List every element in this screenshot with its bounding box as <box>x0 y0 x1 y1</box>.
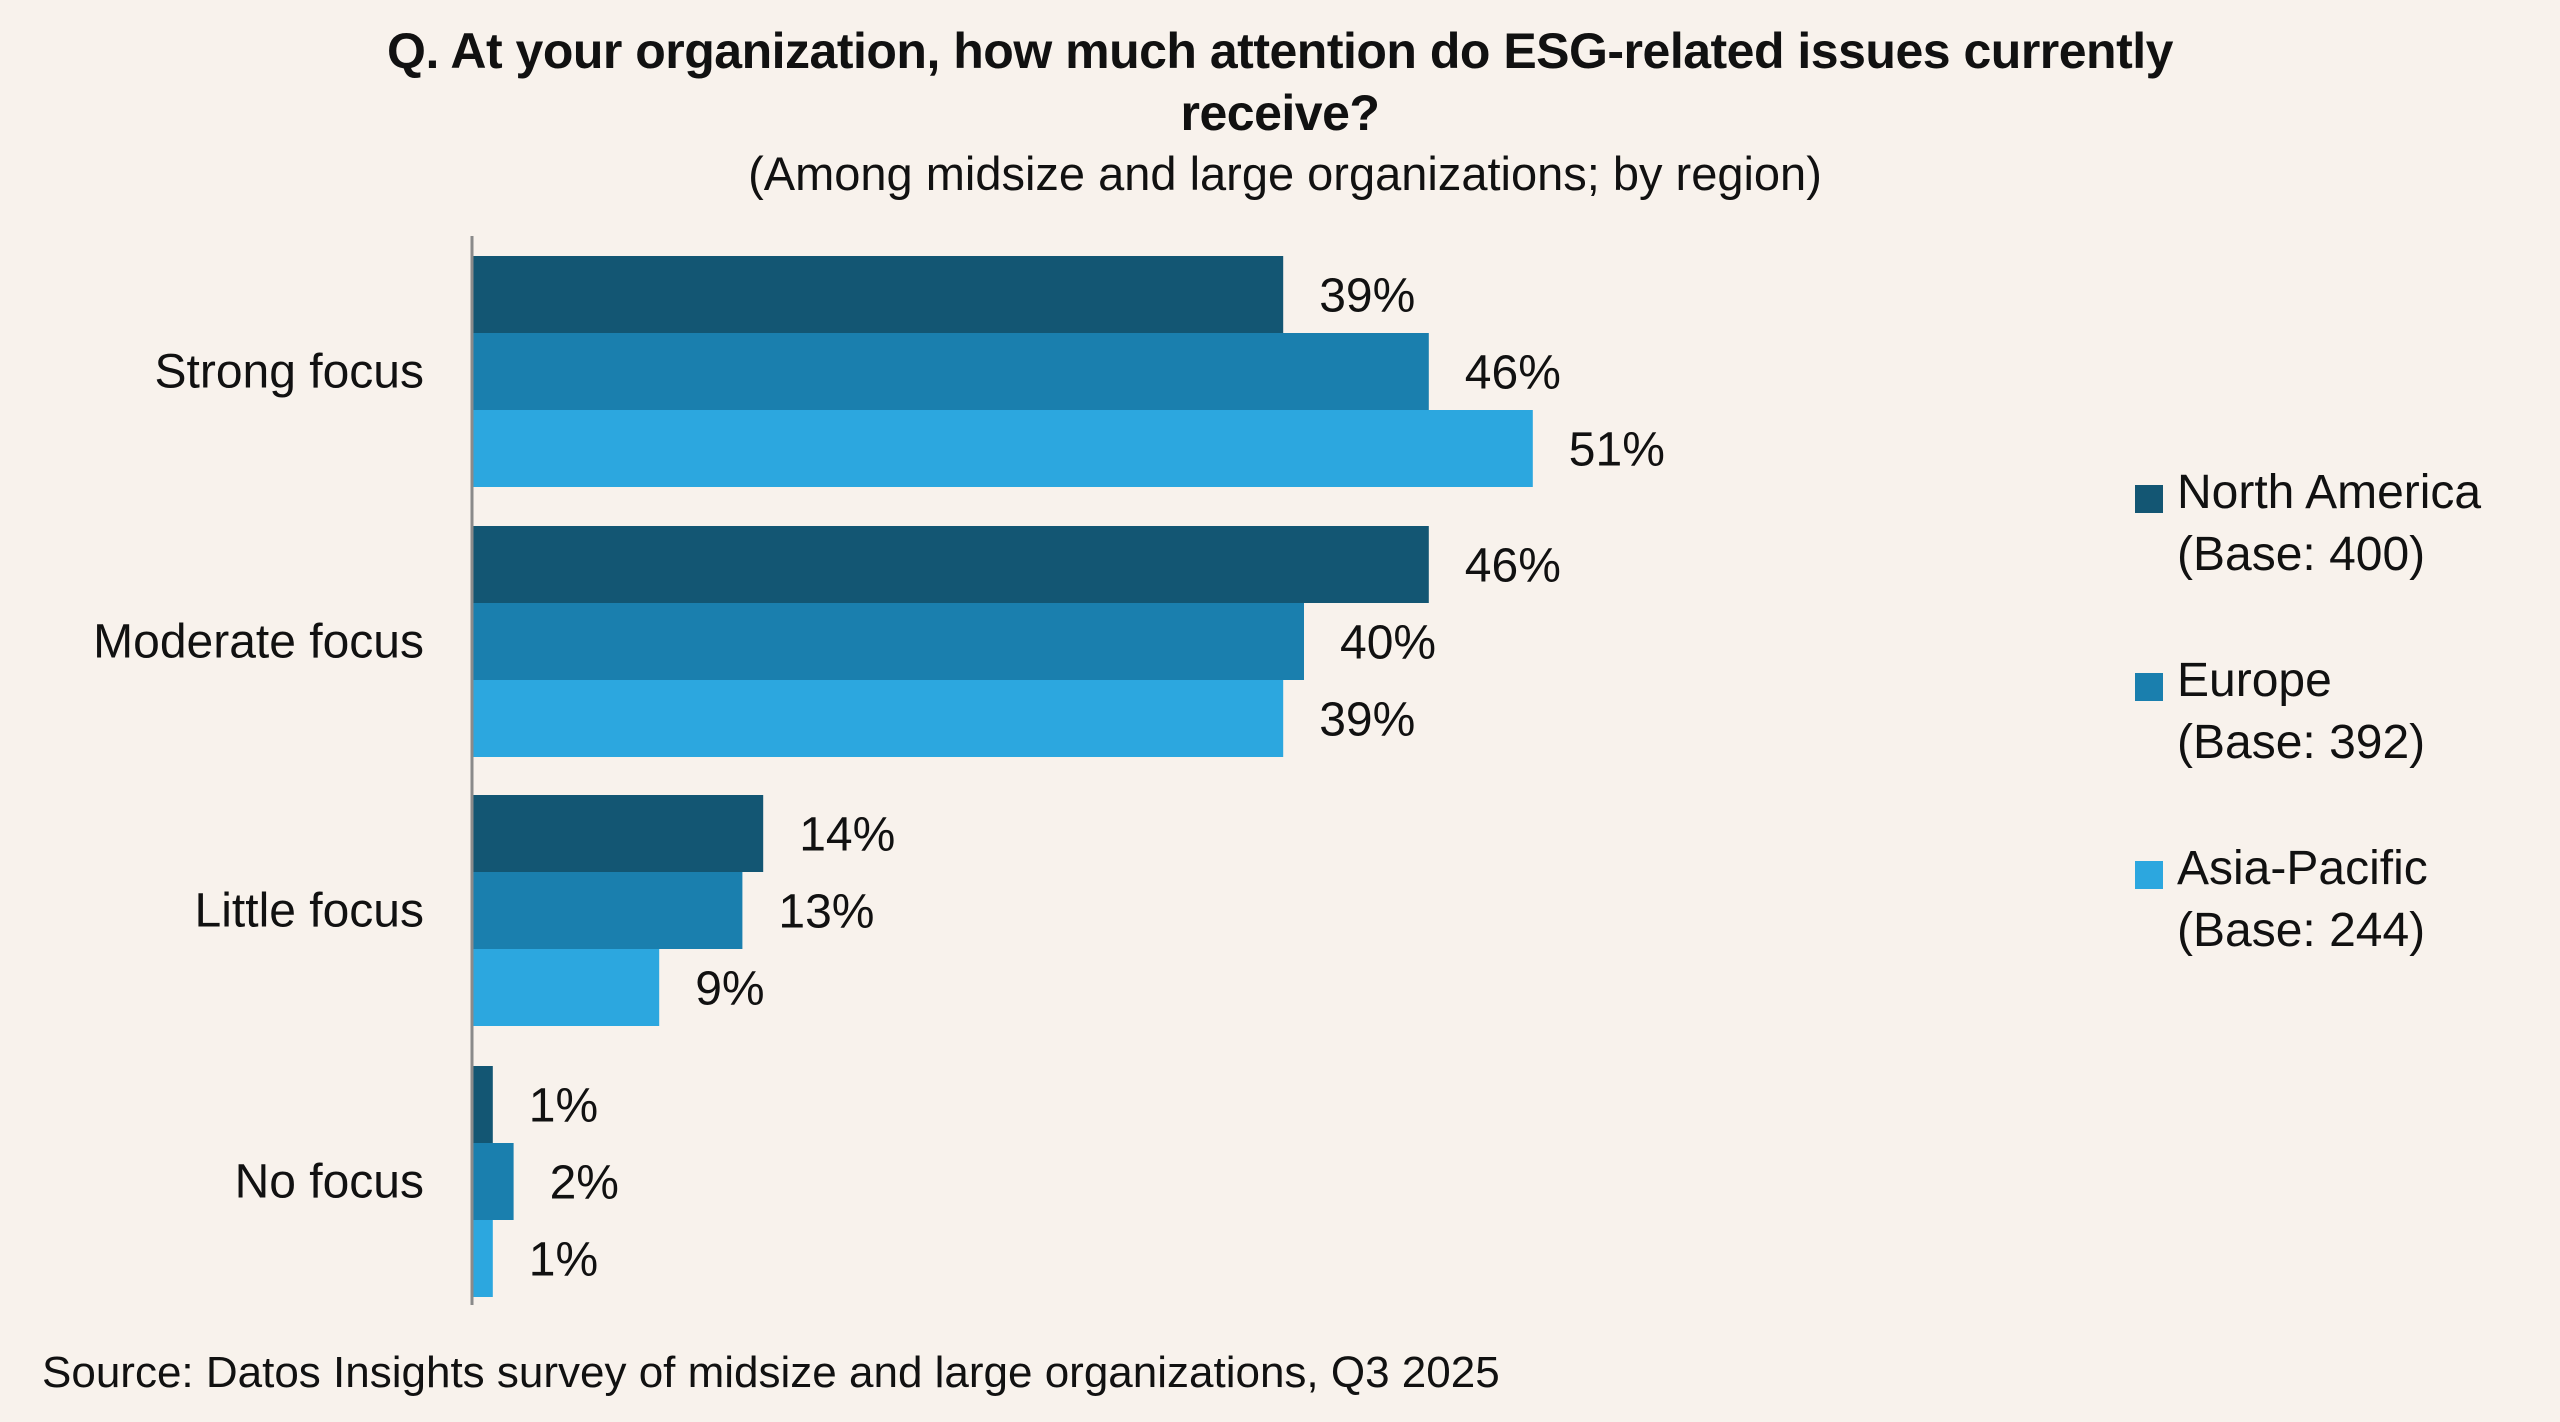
data-label: 1% <box>529 1080 598 1133</box>
legend-swatch-north-america <box>2135 485 2163 513</box>
data-label: 51% <box>1569 424 1665 477</box>
bar-europe-strong-focus <box>472 333 1429 410</box>
bar-europe-moderate-focus <box>472 603 1304 680</box>
bar-asia-pacific-no-focus <box>472 1220 493 1297</box>
legend-label: North America <box>2177 466 2482 519</box>
source-note: Source: Datos Insights survey of midsize… <box>42 1348 1500 1397</box>
legend-item-asia-pacific: Asia-Pacific (Base: 244) <box>2135 838 2555 1026</box>
legend-item-europe: Europe (Base: 392) <box>2135 650 2555 838</box>
bar-europe-little-focus <box>472 872 743 949</box>
legend: North America (Base: 400) Europe (Base: … <box>2135 462 2555 1026</box>
bar-north-america-little-focus <box>472 795 764 872</box>
legend-swatch-asia-pacific <box>2135 861 2163 889</box>
bar-europe-no-focus <box>472 1143 514 1220</box>
chart-title: Q. At your organization, how much attent… <box>0 20 2560 144</box>
category-label: Little focus <box>195 885 424 938</box>
legend-base: (Base: 392) <box>2177 716 2426 769</box>
data-label: 14% <box>799 809 895 862</box>
data-label: 46% <box>1465 540 1561 593</box>
chart-subtitle: (Among midsize and large organizations; … <box>748 147 1822 200</box>
legend-base: (Base: 400) <box>2177 528 2426 581</box>
category-label: Moderate focus <box>93 616 424 669</box>
legend-label: Asia-Pacific <box>2177 842 2428 895</box>
legend-item-north-america: North America (Base: 400) <box>2135 462 2555 650</box>
chart-title-line-1: Q. At your organization, how much attent… <box>387 23 2173 79</box>
bar-north-america-moderate-focus <box>472 526 1429 603</box>
bar-asia-pacific-moderate-focus <box>472 680 1284 757</box>
category-label: No focus <box>235 1156 424 1209</box>
legend-swatch-europe <box>2135 673 2163 701</box>
category-label: Strong focus <box>155 346 424 399</box>
data-label: 39% <box>1319 270 1415 323</box>
legend-label: Europe <box>2177 654 2332 707</box>
data-label: 39% <box>1319 694 1415 747</box>
data-label: 40% <box>1340 617 1436 670</box>
data-label: 13% <box>778 886 874 939</box>
bar-asia-pacific-little-focus <box>472 949 660 1026</box>
bar-north-america-strong-focus <box>472 256 1284 333</box>
data-label: 2% <box>550 1157 619 1210</box>
bar-north-america-no-focus <box>472 1066 493 1143</box>
data-label: 1% <box>529 1234 598 1287</box>
chart-title-line-2: receive? <box>1180 85 1380 141</box>
data-label: 46% <box>1465 347 1561 400</box>
data-label: 9% <box>695 963 764 1016</box>
legend-base: (Base: 244) <box>2177 904 2426 957</box>
bar-asia-pacific-strong-focus <box>472 410 1533 487</box>
